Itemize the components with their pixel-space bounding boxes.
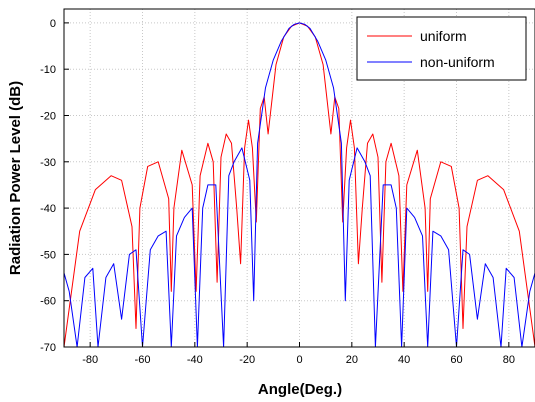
x-tick-label: 60 <box>450 354 462 366</box>
legend-label-non-uniform: non-uniform <box>420 54 495 70</box>
x-axis-title: Angle(Deg.) <box>258 381 342 398</box>
y-tick-label: -20 <box>40 110 56 122</box>
y-axis-title: Radiation Power Level (dB) <box>7 81 24 275</box>
y-tick-label: -50 <box>40 249 56 261</box>
x-tick-label: -40 <box>187 354 203 366</box>
x-tick-label: 0 <box>296 354 302 366</box>
legend-box <box>356 16 527 81</box>
x-tick-label: -20 <box>239 354 255 366</box>
y-tick-label: -40 <box>40 203 56 215</box>
x-tick-label: -80 <box>82 354 98 366</box>
legend-label-uniform: uniform <box>420 28 467 44</box>
y-tick-label: -10 <box>40 64 56 76</box>
x-tick-label: 80 <box>503 354 515 366</box>
axis-ticks: -80 -60 -40 -20 0 20 40 60 80 0 -10 -20 -30 -40 -50 -60… <box>40 18 515 366</box>
y-tick-label: -60 <box>40 296 56 308</box>
x-tick-label: 20 <box>346 354 358 366</box>
x-tick-label: -60 <box>135 354 151 366</box>
y-tick-label: 0 <box>50 18 56 30</box>
legend: uniform non-uniform <box>356 16 527 81</box>
series-line-non-uniform <box>64 22 535 347</box>
series-layer <box>64 22 535 347</box>
y-tick-label: -30 <box>40 157 56 169</box>
x-tick-label: 40 <box>398 354 410 366</box>
y-tick-label: -70 <box>40 342 56 354</box>
